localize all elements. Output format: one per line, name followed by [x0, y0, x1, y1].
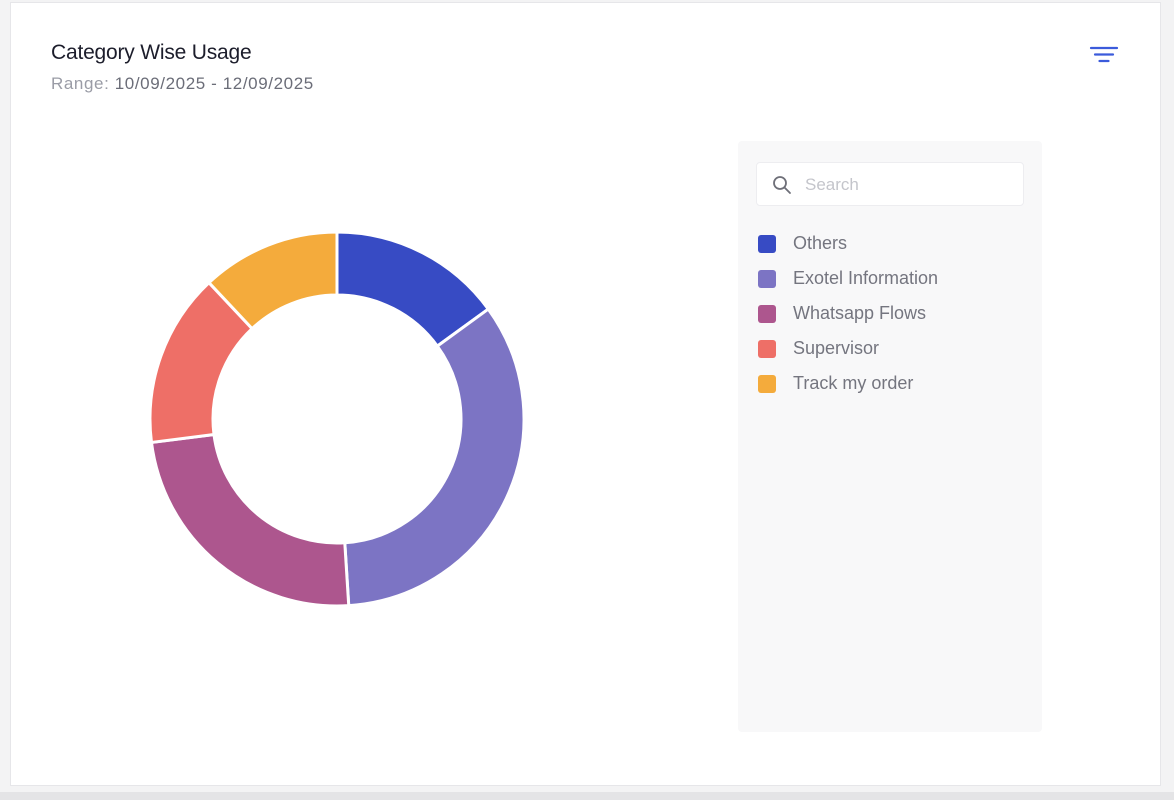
range-value: 10/09/2025 - 12/09/2025 [114, 74, 314, 93]
page-bottom-strip [0, 792, 1174, 800]
donut-slice-whatsapp-flows[interactable] [149, 432, 351, 608]
date-range: Range: 10/09/2025 - 12/09/2025 [51, 74, 314, 94]
legend-swatch [758, 339, 776, 358]
legend-list: Others Exotel Information Whatsapp Flows Su… [758, 226, 938, 401]
legend-search-box[interactable] [756, 162, 1024, 206]
legend-label: Whatsapp Flows [793, 303, 927, 323]
donut-slice-track-my-order[interactable] [206, 230, 339, 331]
donut-chart-area [11, 113, 711, 753]
range-label: Range: [51, 74, 110, 93]
legend-panel: Others Exotel Information Whatsapp Flows Su… [738, 141, 1042, 732]
search-icon [773, 176, 791, 194]
legend-label: Supervisor [793, 338, 880, 358]
legend-item-track-my-order[interactable]: Track my order [758, 366, 938, 401]
legend-item-exotel-information[interactable]: Exotel Information [758, 261, 938, 296]
donut-slice-exotel-information[interactable] [343, 306, 526, 608]
legend-swatch [758, 269, 776, 288]
legend-swatch [758, 304, 776, 323]
card-title: Category Wise Usage [51, 41, 252, 64]
legend-label: Track my order [793, 373, 914, 393]
legend-label: Exotel Information [793, 268, 939, 288]
search-input[interactable] [803, 169, 1017, 201]
legend-item-others[interactable]: Others [758, 226, 938, 261]
category-usage-card: Category Wise Usage Range: 10/09/2025 - … [10, 2, 1161, 786]
donut-chart [148, 230, 526, 608]
legend-item-whatsapp-flows[interactable]: Whatsapp Flows [758, 296, 938, 331]
legend-swatch [758, 234, 776, 253]
legend-swatch [758, 374, 776, 393]
legend-label: Others [793, 233, 848, 253]
filter-lines-icon [1089, 46, 1119, 63]
legend-item-supervisor[interactable]: Supervisor [758, 331, 938, 366]
filter-button[interactable] [1087, 41, 1119, 69]
